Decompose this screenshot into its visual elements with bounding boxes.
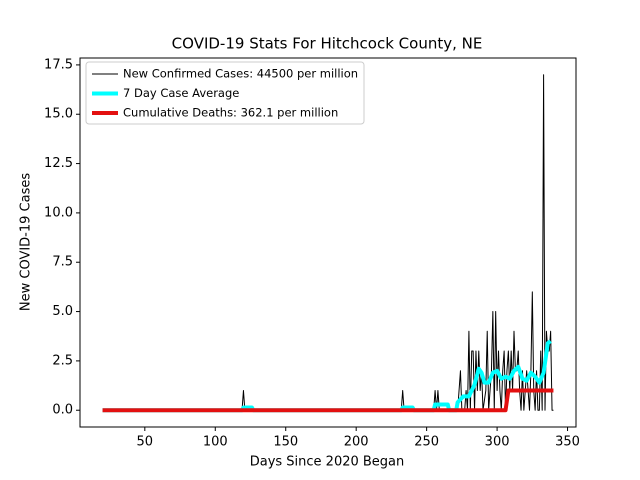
x-tick-label: 350 — [555, 435, 580, 450]
y-tick-label: 10.0 — [44, 205, 73, 220]
y-tick-label: 5.0 — [52, 304, 73, 319]
y-tick-label: 15.0 — [44, 107, 73, 122]
x-tick-label: 300 — [485, 435, 510, 450]
x-tick-label: 100 — [203, 435, 228, 450]
x-tick-label: 250 — [414, 435, 439, 450]
legend-label: 7 Day Case Average — [123, 86, 239, 100]
x-axis-label: Days Since 2020 Began — [250, 455, 405, 470]
data-line — [102, 339, 552, 413]
x-tick-label: 200 — [344, 435, 369, 450]
data-line — [102, 388, 554, 413]
x-tick-label: 50 — [137, 435, 154, 450]
y-tick-label: 12.5 — [44, 156, 73, 171]
x-tick-label: 150 — [273, 435, 298, 450]
legend-label: Cumulative Deaths: 362.1 per million — [123, 106, 338, 120]
y-tick-label: 17.5 — [44, 57, 73, 72]
legend: New Confirmed Cases: 44500 per million 7 … — [85, 61, 365, 125]
legend-box — [85, 61, 365, 125]
chart-title: COVID-19 Stats For Hitchcock County, NE — [172, 35, 483, 53]
y-tick-label: 2.5 — [52, 353, 73, 368]
y-tick-label: 0.0 — [52, 403, 73, 418]
plot-frame — [79, 57, 577, 428]
y-axis-label: New COVID-19 Cases — [19, 173, 34, 311]
y-tick-label: 7.5 — [52, 255, 73, 270]
legend-label: New Confirmed Cases: 44500 per million — [123, 67, 358, 81]
